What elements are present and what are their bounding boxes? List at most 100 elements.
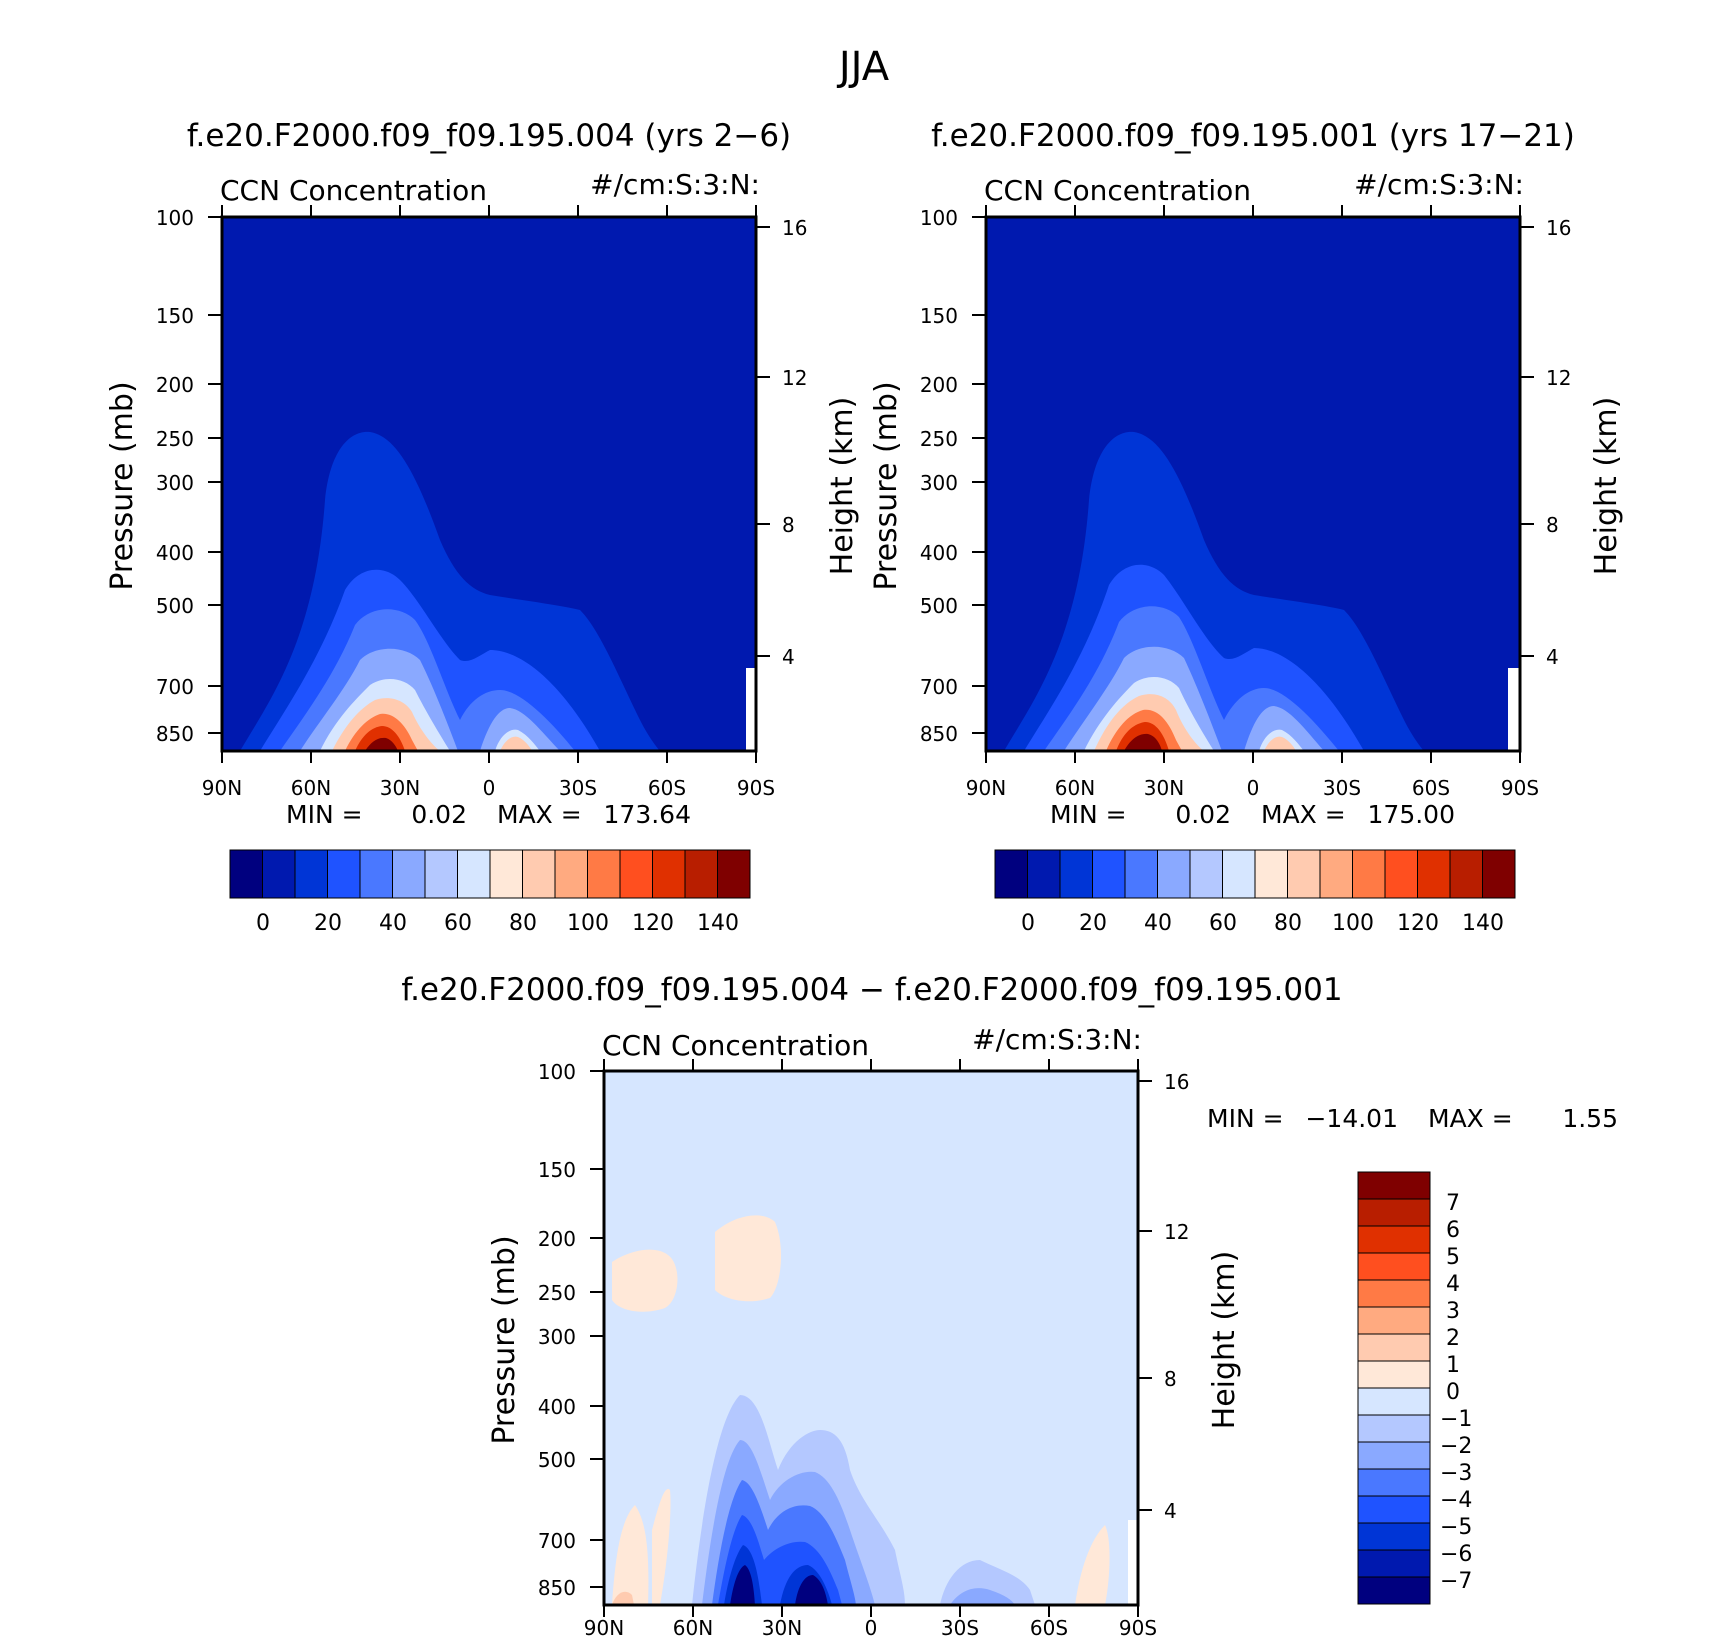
- panel-b-title: f.e20.F2000.f09_f09.195.001 (yrs 17−21): [931, 118, 1575, 154]
- panel-a-x-ticks: [221, 205, 757, 763]
- panel-c-colorbar-labels: 7 6 5 4 3 2 1 0 −1 −2 −3 −4 −5 −6 −7: [1440, 1191, 1472, 1594]
- panel-b-y-axis: 100 150 200 250 300 400 500 700 850: [920, 206, 958, 746]
- panel-b-y-tick-300: 300: [920, 471, 958, 495]
- panel-b-x-tick-90n: 90N: [966, 776, 1006, 800]
- panel-b-y-tick-700: 700: [920, 675, 958, 699]
- panel-a-colorbar-cell-10: [554, 849, 588, 899]
- panel-b-cbar-label-20: 20: [1079, 911, 1107, 936]
- panel-b-subtitle-left: CCN Concentration: [984, 174, 1251, 207]
- panel-a-x-tick-30s: 30S: [559, 776, 597, 800]
- panel-c-cbar-label-m2: −2: [1440, 1434, 1472, 1459]
- panel-b-colorbar-cell-10: [1319, 849, 1353, 899]
- panel-a-y-tick-300: 300: [156, 471, 194, 495]
- panel-a-y-label: Pressure (mb): [105, 381, 140, 590]
- panel-b-y-tick-850: 850: [920, 722, 958, 746]
- panel-a-x-tick-90s: 90S: [737, 776, 775, 800]
- panel-a-colorbar-cell-3: [327, 849, 361, 899]
- panel-a-colorbar-cell-0: [229, 849, 263, 899]
- panel-c-negative-6: [730, 1565, 828, 1605]
- panel-b-min-value: 0.02: [1175, 800, 1231, 829]
- panel-a-colorbar-cell-8: [489, 849, 523, 899]
- panel-b-contour-9: [1124, 733, 1162, 751]
- panel-c-y2-label: Height (km): [1207, 1251, 1242, 1430]
- panel-b-y-tick-400: 400: [920, 541, 958, 565]
- panel-b-x-ticks: [985, 205, 1521, 763]
- panel-c-y-label: Pressure (mb): [487, 1235, 522, 1444]
- panel-b-min-label: MIN =: [1050, 800, 1127, 829]
- panel-b-x-tick-90s: 90S: [1501, 776, 1539, 800]
- main-title: JJA: [836, 44, 890, 90]
- panel-c-cbar-label-6: 6: [1446, 1218, 1460, 1243]
- panel-c-colorbar-cell-12: [1357, 1495, 1431, 1524]
- panel-b-colorbar-cell-6: [1189, 849, 1223, 899]
- panel-b-colorbar-cell-5: [1157, 849, 1191, 899]
- panel-c-colorbar-cell-8: [1357, 1387, 1431, 1416]
- panel-b-y-tick-150: 150: [920, 304, 958, 328]
- panel-c-y2-axis: 16 12 8 4: [1164, 1070, 1189, 1523]
- panel-a-cbar-label-120: 120: [632, 911, 674, 936]
- panel-a-x-tick-0: 0: [483, 776, 496, 800]
- panel-a-x-tick-60n: 60N: [291, 776, 331, 800]
- panel-b-colorbar-cell-3: [1092, 849, 1126, 899]
- panel-c-y2-tick-16: 16: [1164, 1070, 1189, 1094]
- panel-a-colorbar-labels: 0 20 40 60 80 100 120 140: [256, 911, 739, 936]
- panel-c-y-tick-150: 150: [538, 1158, 576, 1182]
- panel-a-y2-tick-16: 16: [782, 216, 807, 240]
- panel-a-x-tick-30n: 30N: [380, 776, 420, 800]
- panel-a-stats: MIN = 0.02 MAX = 173.64: [286, 800, 691, 829]
- panel-a-y2-tick-12: 12: [782, 366, 807, 390]
- panel-a-y-ticks: [208, 216, 770, 734]
- panel-b-stats: MIN = 0.02 MAX = 175.00: [1050, 800, 1455, 829]
- panel-c-x-tick-60n: 60N: [673, 1616, 713, 1639]
- panel-a-colorbar-cell-2: [294, 849, 328, 899]
- panel-a-y-tick-700: 700: [156, 675, 194, 699]
- panel-b-colorbar-cell-4: [1124, 849, 1158, 899]
- panel-a-cbar-label-60: 60: [444, 911, 472, 936]
- panel-a-y-tick-100: 100: [156, 206, 194, 230]
- panel-b-colorbar-cell-9: [1287, 849, 1321, 899]
- panel-a-y-tick-850: 850: [156, 722, 194, 746]
- panel-a-colorbar-cell-6: [424, 849, 458, 899]
- panel-c-colorbar-cell-5: [1357, 1306, 1431, 1335]
- panel-b-y2-tick-12: 12: [1546, 366, 1571, 390]
- panel-c: f.e20.F2000.f09_f09.195.004 − f.e20.F200…: [401, 972, 1618, 1639]
- panel-c-y-tick-850: 850: [538, 1576, 576, 1600]
- panel-b: f.e20.F2000.f09_f09.195.001 (yrs 17−21) …: [869, 118, 1624, 936]
- panel-c-colorbar-cell-3: [1357, 1252, 1431, 1281]
- panel-c-cbar-label-m1: −1: [1440, 1407, 1472, 1432]
- panel-c-y2-tick-8: 8: [1164, 1367, 1177, 1391]
- panel-b-subtitle-right: #/cm:S:3:N:: [1354, 168, 1524, 201]
- panel-b-x-tick-60n: 60N: [1055, 776, 1095, 800]
- panel-b-max-value: 175.00: [1368, 800, 1455, 829]
- panel-c-x-axis: 90N 60N 30N 0 30S 60S 90S: [584, 1616, 1157, 1639]
- panel-c-y-tick-700: 700: [538, 1529, 576, 1553]
- panel-a-y-axis: 100 150 200 250 300 400 500 700 850: [156, 206, 194, 746]
- panel-b-cbar-label-60: 60: [1209, 911, 1237, 936]
- panel-a-x-tick-60s: 60S: [648, 776, 686, 800]
- panel-a-colorbar-cell-5: [392, 849, 426, 899]
- panel-a-y-tick-500: 500: [156, 594, 194, 618]
- panel-a-colorbar: [229, 849, 751, 899]
- panel-a-y-tick-400: 400: [156, 541, 194, 565]
- panel-c-positive-patch-5: [612, 1591, 634, 1605]
- panel-c-colorbar-cell-6: [1357, 1333, 1431, 1362]
- panel-b-colorbar-cell-8: [1254, 849, 1288, 899]
- panel-b-colorbar-cell-1: [1027, 849, 1061, 899]
- panel-c-colorbar-cell-4: [1357, 1279, 1431, 1308]
- panel-c-y-tick-300: 300: [538, 1325, 576, 1349]
- panel-b-y-tick-200: 200: [920, 373, 958, 397]
- panel-b-colorbar-cell-13: [1417, 849, 1451, 899]
- panel-c-cbar-label-1: 1: [1446, 1353, 1460, 1378]
- panel-c-y2-tick-4: 4: [1164, 1499, 1177, 1523]
- panel-c-colorbar-cell-11: [1357, 1468, 1431, 1497]
- panel-c-x-tick-30n: 30N: [762, 1616, 802, 1639]
- panel-c-min-value: −14.01: [1305, 1104, 1398, 1133]
- panel-b-colorbar-cell-14: [1449, 849, 1483, 899]
- panel-b-y-tick-100: 100: [920, 206, 958, 230]
- panel-b-colorbar-cell-0: [994, 849, 1028, 899]
- panel-c-title: f.e20.F2000.f09_f09.195.004 − f.e20.F200…: [401, 972, 1342, 1008]
- panel-b-x-tick-30s: 30S: [1323, 776, 1361, 800]
- panel-c-cbar-label-3: 3: [1446, 1299, 1460, 1324]
- panel-a-y2-axis: 16 12 8 4: [782, 216, 807, 669]
